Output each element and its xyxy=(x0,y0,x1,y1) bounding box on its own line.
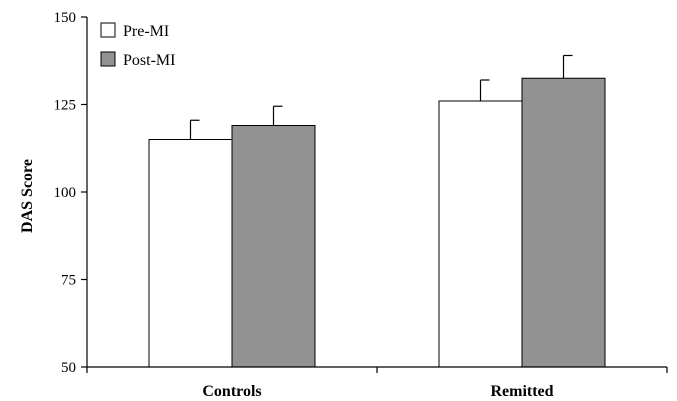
axes-layer: 50 75 100 125 150 Controls Remitted xyxy=(54,10,668,400)
legend-swatch-post-mi xyxy=(100,51,116,67)
legend-label-post-mi: Post-MI xyxy=(123,52,175,69)
y-tick-label-150: 150 xyxy=(54,10,77,26)
legend-swatch-pre-mi xyxy=(100,22,116,38)
y-tick-label-100: 100 xyxy=(54,185,77,201)
bar-controls-pre-mi xyxy=(148,139,233,368)
y-axis-title: DAS Score xyxy=(19,159,36,233)
x-tick-label-controls: Controls xyxy=(202,383,261,400)
legend: Pre-MI Post-MI xyxy=(100,22,175,69)
x-tick-label-remitted: Remitted xyxy=(490,383,553,400)
y-tick-label-50: 50 xyxy=(61,360,76,376)
bars-layer xyxy=(148,77,606,368)
error-bars-layer xyxy=(189,54,573,140)
bar-controls-post-mi xyxy=(231,125,316,368)
bar-remitted-pre-mi xyxy=(438,100,523,368)
y-tick-label-125: 125 xyxy=(54,98,77,114)
y-tick-label-75: 75 xyxy=(61,273,76,289)
legend-label-pre-mi: Pre-MI xyxy=(123,23,169,40)
bar-remitted-post-mi xyxy=(521,77,606,368)
